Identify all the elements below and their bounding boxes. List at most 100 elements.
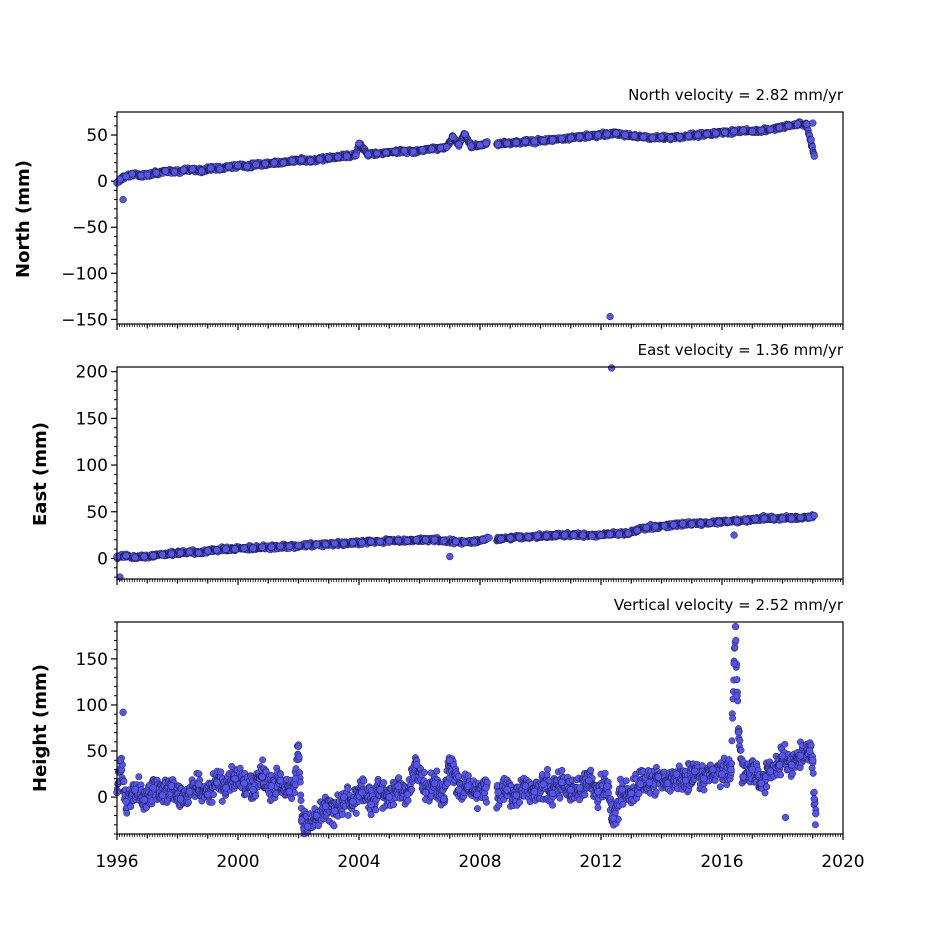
north-point <box>558 135 566 143</box>
north-panel: North velocity = 2.82 mm/yr North (mm) 5… <box>13 86 844 330</box>
east-point <box>195 549 203 557</box>
east-point <box>367 537 375 546</box>
east-point <box>533 532 542 540</box>
east-point <box>730 531 738 539</box>
height-data-points <box>113 622 820 838</box>
height-point <box>120 778 128 785</box>
north-point <box>807 136 815 144</box>
east-point <box>497 535 505 543</box>
north-point <box>261 159 269 168</box>
north-point <box>234 161 242 170</box>
north-point <box>116 175 124 183</box>
east-point <box>122 552 130 560</box>
north-point <box>809 119 817 127</box>
east-panel: East velocity = 1.36 mm/yr East (mm) 200… <box>30 341 844 585</box>
east-point <box>149 552 157 560</box>
east-point <box>231 545 239 553</box>
north-point <box>279 159 288 167</box>
xtick-label: 1996 <box>95 852 138 872</box>
north-point <box>443 143 451 151</box>
east-point <box>561 531 569 539</box>
north-ytick-label: 50 <box>86 126 108 146</box>
north-point <box>748 127 756 136</box>
north-point <box>703 130 711 138</box>
north-point <box>585 132 593 140</box>
east-point <box>588 532 596 540</box>
east-point <box>267 543 275 551</box>
east-point <box>421 536 430 544</box>
north-point <box>243 162 251 171</box>
east-point <box>706 519 714 527</box>
east-point <box>213 546 221 554</box>
north-point <box>161 167 170 175</box>
north-point <box>364 150 372 159</box>
north-point <box>503 139 511 147</box>
north-point <box>576 133 584 141</box>
north-point <box>252 160 260 169</box>
east-point <box>778 514 787 522</box>
north-point <box>207 164 215 172</box>
east-point <box>258 543 266 551</box>
north-point <box>316 155 324 163</box>
east-point <box>376 537 384 546</box>
north-point <box>548 136 557 144</box>
east-point <box>796 513 805 522</box>
north-point <box>270 159 278 167</box>
east-point <box>249 544 257 552</box>
north-point <box>530 137 539 146</box>
east-point <box>479 536 487 544</box>
north-point <box>639 133 648 141</box>
east-point <box>697 519 705 527</box>
north-point <box>455 140 463 148</box>
north-point <box>391 147 399 156</box>
north-point <box>119 195 127 204</box>
north-point <box>606 312 614 321</box>
east-point <box>240 544 248 552</box>
east-point <box>452 537 460 546</box>
north-point <box>766 125 775 134</box>
east-point <box>810 511 818 520</box>
north-point <box>449 133 457 141</box>
north-ytick-label: −50 <box>72 218 108 238</box>
east-point <box>515 533 523 541</box>
east-point <box>331 539 339 548</box>
east-point <box>204 547 212 555</box>
east-point <box>742 516 750 524</box>
east-point <box>176 549 185 557</box>
east-point <box>570 531 578 539</box>
north-point <box>352 151 360 159</box>
north-point <box>521 137 530 146</box>
east-point <box>760 514 769 522</box>
height-ytick-label: 150 <box>76 650 108 670</box>
east-point <box>633 526 641 535</box>
east-point <box>312 540 321 549</box>
east-point <box>542 532 551 540</box>
east-point <box>688 520 696 528</box>
east-point <box>412 536 421 544</box>
north-point <box>198 167 206 175</box>
north-point <box>594 131 602 139</box>
north-point <box>427 145 436 153</box>
east-point <box>787 514 796 522</box>
east-point <box>615 530 623 538</box>
north-point <box>539 136 548 145</box>
north-point <box>603 130 611 138</box>
xtick-label: 2004 <box>337 852 380 872</box>
north-point <box>170 168 179 176</box>
east-point <box>679 520 687 528</box>
east-point <box>751 515 759 523</box>
east-point <box>715 518 723 526</box>
north-point <box>803 120 811 128</box>
north-point <box>721 128 729 136</box>
north-point <box>784 122 793 130</box>
east-point <box>158 551 167 559</box>
north-point <box>188 165 197 173</box>
north-point <box>657 133 666 141</box>
xtick-label: 2012 <box>579 852 622 872</box>
east-point <box>769 514 778 522</box>
north-point <box>343 152 351 160</box>
east-y-axis-label: East (mm) <box>30 422 51 526</box>
north-point <box>297 156 306 164</box>
xtick-label: 2008 <box>458 852 501 872</box>
east-ytick-label: 200 <box>76 363 108 383</box>
